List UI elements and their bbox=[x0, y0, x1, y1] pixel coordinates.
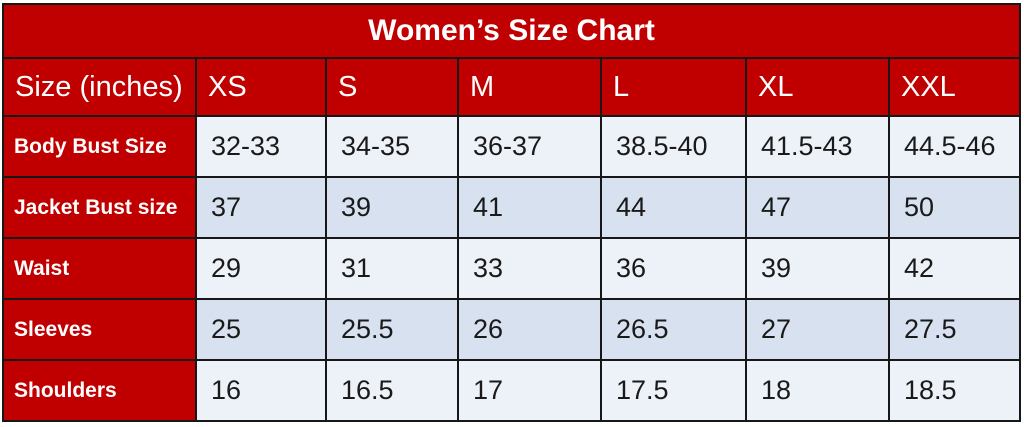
table-cell: 31 bbox=[325, 237, 459, 300]
table-cell: 18 bbox=[745, 359, 890, 422]
table-cell: 27.5 bbox=[887, 298, 1022, 361]
column-header-xl: XL bbox=[745, 57, 890, 117]
table-cell: 37 bbox=[195, 176, 327, 239]
table-cell: 36-37 bbox=[457, 115, 602, 178]
table-cell: 16.5 bbox=[325, 359, 459, 422]
table-cell: 18.5 bbox=[887, 359, 1022, 422]
table-cell: 47 bbox=[745, 176, 890, 239]
column-header-s: S bbox=[325, 57, 459, 117]
row-label-jacket-bust-size: Jacket Bust size bbox=[2, 176, 197, 239]
table-row-waist: Waist 29 31 33 36 39 42 bbox=[2, 237, 1022, 300]
table-cell: 39 bbox=[745, 237, 890, 300]
table-cell: 42 bbox=[887, 237, 1022, 300]
table-cell: 41 bbox=[457, 176, 602, 239]
table-cell: 17 bbox=[457, 359, 602, 422]
table-cell: 32-33 bbox=[195, 115, 327, 178]
table-row-body-bust-size: Body Bust Size 32-33 34-35 36-37 38.5-40… bbox=[2, 115, 1022, 178]
column-header-row: Size (inches) XS S M L XL XXL bbox=[2, 57, 1022, 117]
table-cell: 26 bbox=[457, 298, 602, 361]
table-cell: 44.5-46 bbox=[887, 115, 1022, 178]
table-cell: 25 bbox=[195, 298, 327, 361]
row-label-waist: Waist bbox=[2, 237, 197, 300]
column-header-xxl: XXL bbox=[887, 57, 1022, 117]
table-cell: 39 bbox=[325, 176, 459, 239]
table-cell: 36 bbox=[600, 237, 747, 300]
table-cell: 50 bbox=[887, 176, 1022, 239]
table-cell: 41.5-43 bbox=[745, 115, 890, 178]
table-cell: 29 bbox=[195, 237, 327, 300]
table-row-jacket-bust-size: Jacket Bust size 37 39 41 44 47 50 bbox=[2, 176, 1022, 239]
table-row-sleeves: Sleeves 25 25.5 26 26.5 27 27.5 bbox=[2, 298, 1022, 361]
table-cell: 17.5 bbox=[600, 359, 747, 422]
table-cell: 38.5-40 bbox=[600, 115, 747, 178]
row-label-shoulders: Shoulders bbox=[2, 359, 197, 422]
table-cell: 25.5 bbox=[325, 298, 459, 361]
table-cell: 33 bbox=[457, 237, 602, 300]
column-header-xs: XS bbox=[195, 57, 327, 117]
table-row-shoulders: Shoulders 16 16.5 17 17.5 18 18.5 bbox=[2, 359, 1022, 422]
column-header-m: M bbox=[457, 57, 602, 117]
table-cell: 26.5 bbox=[600, 298, 747, 361]
table-cell: 27 bbox=[745, 298, 890, 361]
table-title-row: Women’s Size Chart bbox=[1, 3, 1022, 59]
row-label-sleeves: Sleeves bbox=[2, 298, 197, 361]
row-label-body-bust-size: Body Bust Size bbox=[2, 115, 197, 178]
table-cell: 44 bbox=[600, 176, 747, 239]
column-header-size-inches: Size (inches) bbox=[2, 57, 197, 117]
table-cell: 16 bbox=[195, 359, 327, 422]
table-title: Women’s Size Chart bbox=[1, 3, 1022, 59]
table-cell: 34-35 bbox=[325, 115, 459, 178]
column-header-l: L bbox=[600, 57, 747, 117]
size-chart-table: Women’s Size Chart Size (inches) XS S M … bbox=[1, 3, 1022, 422]
